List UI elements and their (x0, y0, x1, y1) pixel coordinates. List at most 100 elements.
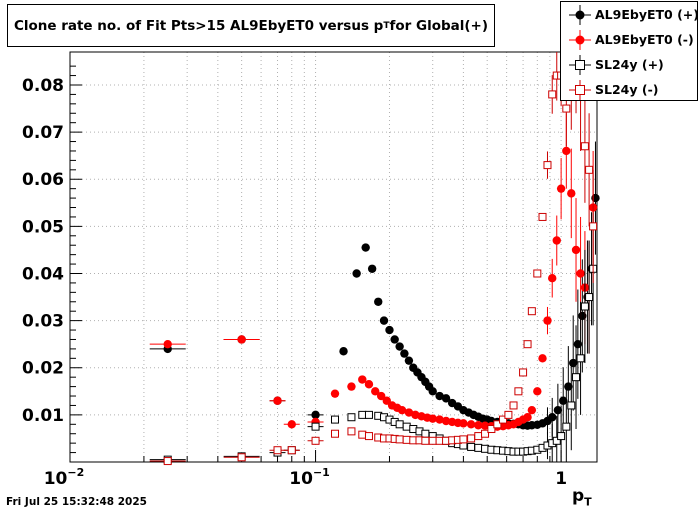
data-point (480, 421, 490, 430)
filled-circle-icon (569, 5, 591, 25)
timestamp: Fri Jul 25 15:32:48 2025 (6, 496, 147, 508)
data-point (533, 387, 542, 396)
data-point (567, 189, 576, 198)
data-point (435, 436, 444, 445)
chart-legend: AL9EbyET0 (+) AL9EbyET0 (-) SL24y (+) SL… (560, 1, 699, 102)
x-axis-label: pT (572, 486, 592, 508)
data-point (371, 387, 380, 396)
y-tick-label: 0.05 (22, 217, 64, 237)
data-point (428, 387, 437, 396)
data-point (585, 293, 594, 302)
data-point (504, 410, 513, 419)
data-point (311, 436, 320, 445)
data-point (404, 408, 414, 417)
legend-label: SL24y (+) (595, 57, 664, 72)
data-point (331, 429, 340, 438)
data-point (562, 422, 571, 431)
data-point (552, 236, 561, 245)
data-point (358, 410, 367, 419)
data-point (311, 422, 320, 431)
chart-title-tail: for Global(+) (389, 17, 489, 34)
data-point (474, 443, 483, 452)
x-axis-label-main: p (572, 486, 585, 506)
data-point (467, 434, 476, 443)
data-point (580, 142, 589, 151)
x-tick-label-exponent: −1 (313, 466, 330, 479)
y-tick-label: 0.03 (22, 312, 64, 332)
data-point (364, 410, 373, 419)
legend-item-sl24y-plus: SL24y (+) (561, 53, 697, 77)
data-point (562, 146, 571, 156)
data-point (548, 90, 557, 99)
data-point (379, 316, 389, 325)
data-point (499, 415, 508, 424)
data-point (364, 380, 374, 389)
data-point (273, 446, 282, 455)
data-point (576, 269, 585, 278)
x-tick-label: 10−1 (289, 466, 330, 489)
data-point (347, 427, 356, 436)
tick-labels: 0.01 0.02 0.03 0.04 0.05 0.06 0.07 0.08 10−2 10−1… (22, 76, 567, 489)
y-tick-label: 0.04 (22, 264, 64, 284)
filled-circle-icon (569, 30, 591, 50)
data-point (589, 222, 598, 231)
data-point (519, 368, 528, 377)
data-point (493, 420, 502, 429)
data-point (390, 335, 399, 344)
data-point (527, 405, 537, 415)
data-point (548, 413, 557, 422)
data-point (400, 349, 409, 358)
data-point (287, 446, 296, 455)
data-point (474, 421, 483, 430)
data-point (572, 373, 581, 382)
data-point (421, 429, 430, 438)
plot-frame (69, 51, 598, 463)
open-square-icon (569, 55, 591, 75)
y-tick-label: 0.01 (22, 406, 64, 426)
data-point (556, 184, 566, 193)
data-point (564, 382, 573, 391)
data-point (395, 435, 404, 444)
y-tick-label: 0.07 (22, 123, 64, 143)
data-point (361, 243, 370, 252)
data-point (421, 436, 430, 445)
data-point (523, 413, 532, 422)
x-tick-label: 10−2 (44, 466, 85, 489)
data-point (352, 269, 361, 278)
data-point (435, 415, 444, 424)
data-point (163, 339, 172, 349)
data-point (435, 391, 444, 401)
data-point (459, 435, 468, 444)
data-point (331, 415, 340, 424)
legend-label: AL9EbyET0 (+) (595, 7, 699, 22)
data-point (358, 375, 367, 384)
x-tick-label: 1 (555, 469, 567, 489)
data-series (149, 52, 600, 466)
open-square-icon (569, 80, 591, 100)
data-point (548, 274, 557, 283)
y-tick-label: 0.08 (22, 76, 64, 96)
data-point (538, 212, 547, 221)
data-point (404, 356, 414, 365)
legend-item-sl24y-minus: SL24y (-) (561, 78, 697, 102)
data-point (543, 161, 552, 170)
data-point (376, 391, 386, 401)
x-axis-label-sub: T (584, 495, 592, 509)
legend-item-al9-minus: AL9EbyET0 (-) (561, 28, 697, 52)
data-point (459, 419, 468, 428)
data-point (487, 425, 496, 434)
data-point (567, 401, 576, 410)
data-point (543, 316, 552, 325)
data-point (509, 401, 518, 410)
data-point (466, 420, 476, 429)
data-point (533, 269, 542, 278)
y-tick-label: 0.02 (22, 359, 64, 379)
data-point (237, 335, 246, 344)
data-point (591, 193, 600, 203)
data-point (441, 394, 451, 403)
legend-item-al9-plus: AL9EbyET0 (+) (561, 3, 699, 27)
x-tick-label-exponent: −2 (67, 466, 84, 479)
data-point (428, 436, 437, 445)
data-point (402, 435, 411, 444)
